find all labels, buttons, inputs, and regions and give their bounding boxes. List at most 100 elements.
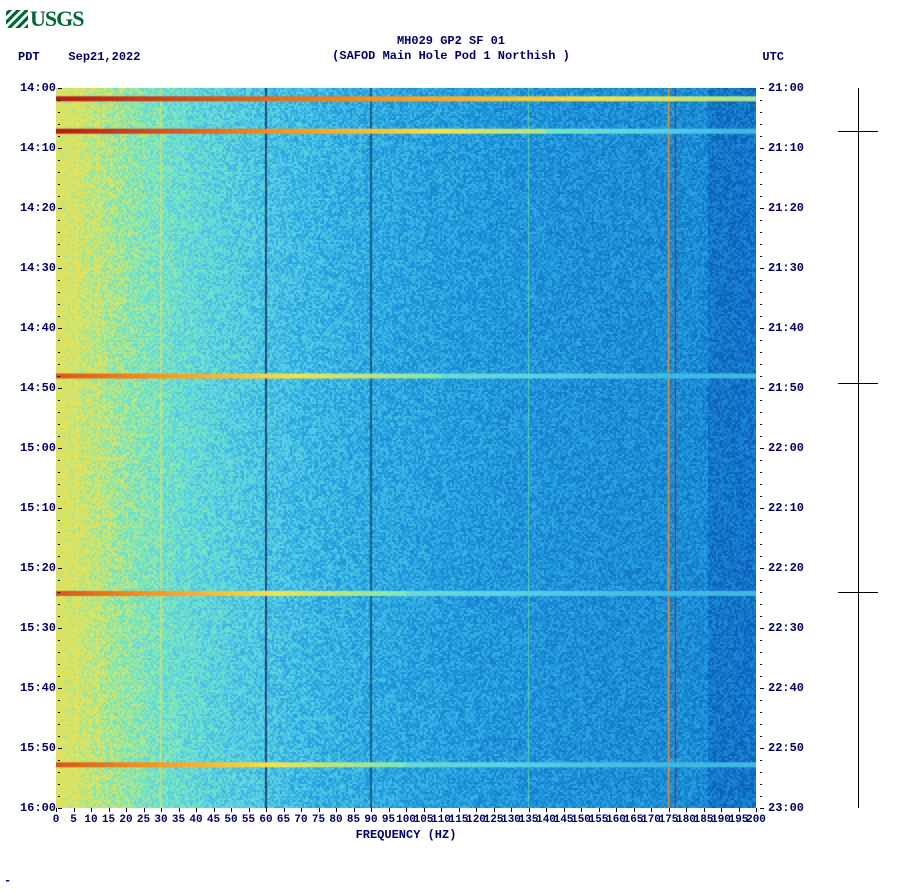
y-minor-tick [58,112,60,113]
x-tick [406,808,407,812]
y-tick [760,688,764,689]
x-tick [56,808,57,812]
y-minor-tick [760,292,762,293]
x-tick [144,808,145,812]
x-tick [721,808,722,812]
y-minor-tick [760,736,762,737]
x-tick-label: 80 [329,814,342,826]
y-tick-label: 14:10 [20,141,56,155]
y-minor-tick [58,304,60,305]
y-minor-tick [58,760,60,761]
y-tick [58,88,62,89]
y-tick-label: 15:40 [20,681,56,695]
y-minor-tick [760,616,762,617]
x-tick-label: 85 [347,814,360,826]
y-minor-tick [760,172,762,173]
scalebar-mark [838,131,878,132]
tz-left: PDT [18,50,40,64]
y-minor-tick [58,640,60,641]
y-minor-tick [58,412,60,413]
x-tick [109,808,110,812]
y-tick [760,748,764,749]
y-minor-tick [760,280,762,281]
y-tick-label: 21:50 [768,381,804,395]
y-minor-tick [760,184,762,185]
x-tick [371,808,372,812]
x-tick [739,808,740,812]
y-tick [760,568,764,569]
x-tick-label: 25 [137,814,150,826]
x-tick-label: 70 [294,814,307,826]
spectrogram-plot [56,88,756,808]
y-tick [58,328,62,329]
y-axis-left: 14:0014:1014:2014:3014:4014:5015:0015:10… [6,88,56,808]
y-tick-label: 21:20 [768,201,804,215]
y-minor-tick [58,136,60,137]
y-tick-label: 21:30 [768,261,804,275]
y-minor-tick [760,196,762,197]
y-tick [58,388,62,389]
y-minor-tick [58,172,60,173]
y-minor-tick [58,340,60,341]
x-tick-label: 45 [207,814,220,826]
x-tick-label: 5 [70,814,77,826]
usgs-logo: USGS [6,6,83,32]
y-minor-tick [58,520,60,521]
y-minor-tick [760,424,762,425]
y-minor-tick [760,124,762,125]
y-minor-tick [58,280,60,281]
y-tick-label: 22:00 [768,441,804,455]
y-tick [58,568,62,569]
x-tick-label: 65 [277,814,290,826]
x-tick [389,808,390,812]
y-minor-tick [58,220,60,221]
x-tick-label: 60 [259,814,272,826]
usgs-logo-text: USGS [30,6,83,32]
y-minor-tick [58,496,60,497]
y-tick [58,688,62,689]
y-minor-tick [760,556,762,557]
scalebar-mark [838,383,878,384]
x-tick [249,808,250,812]
y-minor-tick [760,712,762,713]
y-tick-label: 21:10 [768,141,804,155]
x-tick [214,808,215,812]
y-minor-tick [58,724,60,725]
x-tick [581,808,582,812]
y-tick-label: 21:00 [768,81,804,95]
y-minor-tick [760,772,762,773]
usgs-logo-wave-icon [6,10,28,28]
y-minor-tick [760,676,762,677]
y-minor-tick [760,484,762,485]
x-tick [511,808,512,812]
y-tick-label: 14:40 [20,321,56,335]
y-minor-tick [58,424,60,425]
y-minor-tick [760,100,762,101]
y-minor-tick [58,580,60,581]
x-tick-label: 20 [119,814,132,826]
y-tick-label: 22:40 [768,681,804,695]
y-minor-tick [58,484,60,485]
y-minor-tick [760,112,762,113]
x-tick-label: 50 [224,814,237,826]
y-minor-tick [58,472,60,473]
y-minor-tick [58,196,60,197]
y-minor-tick [58,436,60,437]
y-minor-tick [760,316,762,317]
x-tick [441,808,442,812]
x-tick [196,808,197,812]
tz-right: UTC [762,50,784,64]
y-minor-tick [58,664,60,665]
y-tick [760,388,764,389]
y-tick-label: 15:30 [20,621,56,635]
y-minor-tick [58,400,60,401]
x-tick-label: 75 [312,814,325,826]
x-tick [476,808,477,812]
y-tick [760,268,764,269]
y-minor-tick [760,232,762,233]
y-tick [760,208,764,209]
y-minor-tick [58,700,60,701]
y-minor-tick [760,472,762,473]
y-minor-tick [58,532,60,533]
x-tick-label: 35 [172,814,185,826]
